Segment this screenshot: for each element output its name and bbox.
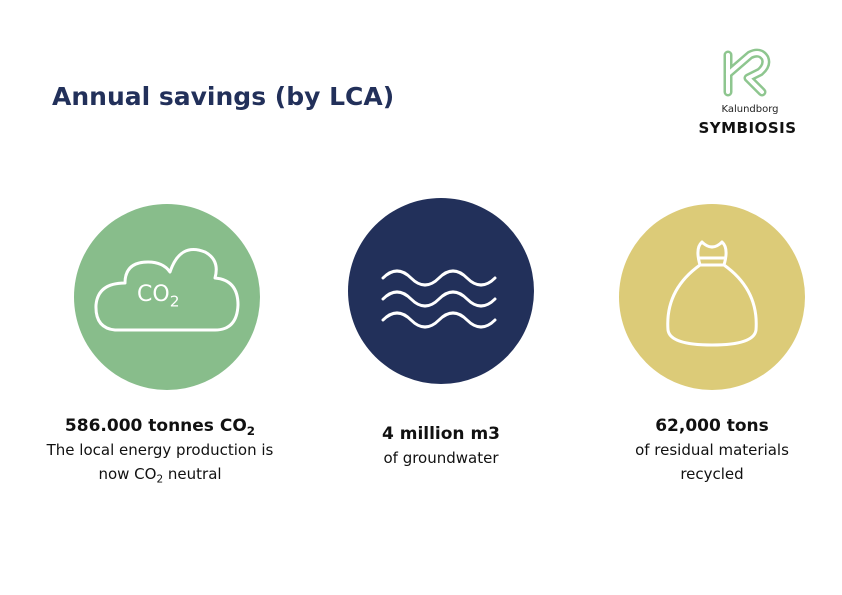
co2-icon-label: CO2 [137,282,180,311]
bag-icon [666,240,758,347]
water-circle [348,198,534,384]
logo-mark-inner [726,51,768,94]
item: 586.000 tonnes CO2 The local energy prod… [20,414,300,486]
item: 62,000 tons of residual materials recycl… [572,414,842,486]
headline-text: 586.000 tonnes CO [64,416,247,436]
logo-small: Kalundborg [721,104,779,115]
description-text: neutral [163,465,222,483]
headline: 4 million m3 [381,424,500,444]
materials-circle [619,204,805,390]
description: of groundwater [383,449,499,467]
slide-title: Annual savings (by LCA) [52,82,395,111]
icon-text: CO [137,282,170,307]
description: of residual materials [635,441,789,459]
icon-subscript: 2 [169,292,180,311]
cloud-icon [94,248,240,332]
wave-icon [381,269,497,329]
description: now CO2 neutral [20,462,300,486]
item: 4 million m3 of groundwater [301,422,581,470]
subscript: 2 [246,424,256,439]
description-text: now CO [98,465,157,483]
co2-circle [74,204,260,390]
description: recycled [680,465,744,483]
description: The local energy production is [46,441,274,459]
headline: 586.000 tonnes CO2 [20,414,300,438]
logo-name: SYMBIOSIS [698,119,797,137]
headline: 62,000 tons [655,416,769,436]
subscript: 2 [156,473,164,486]
